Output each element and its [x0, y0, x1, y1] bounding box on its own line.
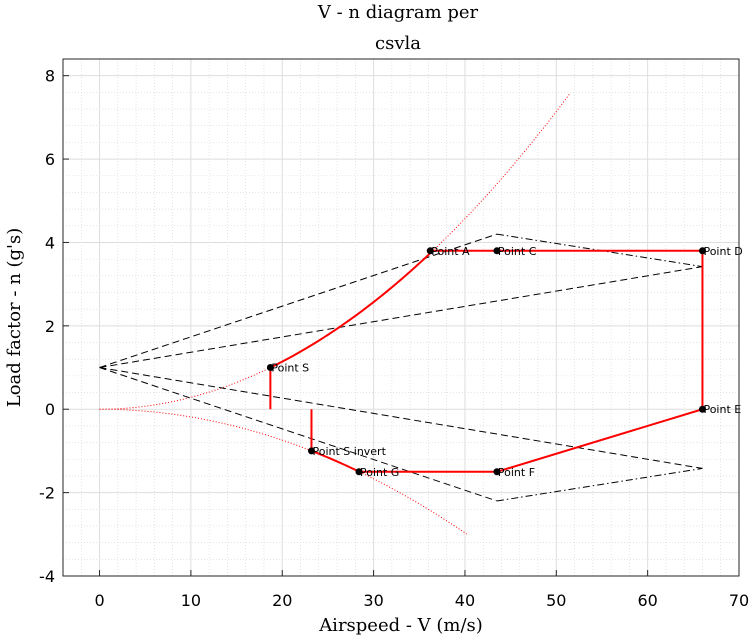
design-point-label: Point A [431, 245, 470, 258]
chart-title: V - n diagram per csvla [317, 2, 479, 54]
gust-line-dashed [99, 367, 703, 469]
y-axis-label: Load factor - n (g's) [4, 228, 25, 408]
design-point-marker [698, 247, 706, 255]
design-point-marker [355, 468, 363, 476]
envelope-main-path [358, 249, 704, 473]
x-tick-label: 30 [363, 591, 383, 610]
positive-stall-curve [99, 93, 571, 410]
design-point-label: Point C [498, 245, 537, 258]
design-point-label: Point F [498, 466, 535, 479]
x-tick-label: 20 [272, 591, 292, 610]
chart-title-line-1: V - n diagram per [317, 2, 479, 23]
design-point-label: Point S invert [312, 445, 386, 458]
gust-line-dashed [99, 233, 498, 369]
envelope-stall-arc [269, 250, 432, 369]
y-tick-label: 6 [45, 150, 55, 169]
gust-line-dashdot [496, 467, 703, 502]
y-tick-label: 0 [45, 400, 55, 419]
y-tick-label: -2 [39, 484, 55, 503]
design-point-marker [493, 468, 501, 476]
gust-line-dashed [99, 266, 703, 369]
design-points: Point A Point C Point D Point S Point E Point… [266, 245, 743, 479]
design-point-label: Point D [703, 245, 742, 258]
design-point-marker [493, 247, 501, 255]
design-point-label: Point S [271, 362, 309, 375]
design-point-label: Point G [360, 466, 399, 479]
y-tick-label: 4 [45, 233, 55, 252]
x-tick-label: 50 [546, 591, 566, 610]
design-point-marker [266, 364, 274, 372]
design-point-label: Point E [703, 403, 741, 416]
design-point-marker [307, 447, 315, 455]
x-tick-label: 70 [729, 591, 749, 610]
gust-line-dashed [99, 367, 498, 502]
axis-ticks: 0 10 20 30 40 50 60 70 -4 -2 0 2 4 6 8 [39, 67, 749, 610]
x-tick-label: 0 [94, 591, 104, 610]
y-tick-label: 8 [45, 67, 55, 86]
chart-title-line-2: csvla [375, 33, 421, 54]
x-tick-label: 40 [455, 591, 475, 610]
negative-stall-curve [99, 408, 468, 535]
envelope-negative-arc [311, 449, 360, 473]
x-tick-label: 60 [637, 591, 657, 610]
y-tick-label: 2 [45, 317, 55, 336]
plot-frame [62, 58, 740, 577]
plot-curves [99, 93, 704, 535]
x-axis-label: Airspeed - V (m/s) [318, 615, 483, 636]
x-tick-label: 10 [181, 591, 201, 610]
y-tick-label: -4 [39, 567, 55, 586]
design-point-marker [426, 247, 434, 255]
design-point-marker [698, 405, 706, 413]
